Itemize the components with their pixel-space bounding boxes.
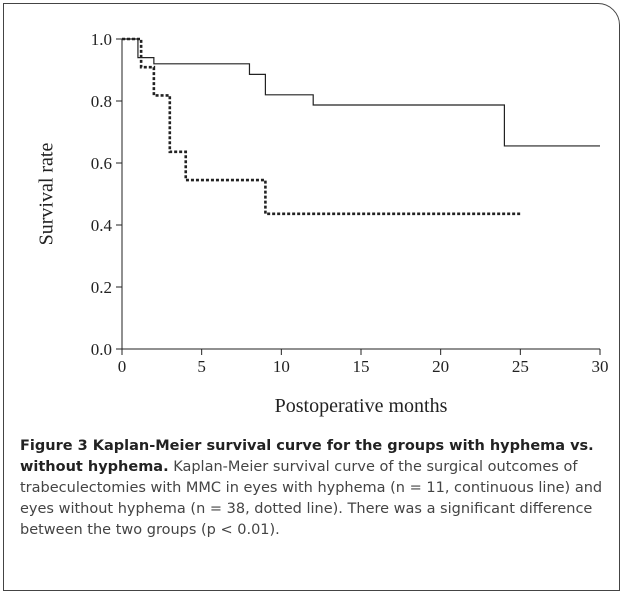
y-tick-label: 0.0 <box>91 340 112 359</box>
x-tick-label: 0 <box>118 357 127 376</box>
y-tick-label: 1.0 <box>91 30 112 49</box>
survival-curve <box>122 38 600 147</box>
caption: Figure 3 Kaplan-Meier survival curve for… <box>20 436 610 541</box>
x-tick-label: 10 <box>273 357 290 376</box>
caption-title: Figure 3 Kaplan-Meier survival curve for… <box>20 438 594 475</box>
y-tick-label: 0.2 <box>91 278 112 297</box>
x-tick-label: 30 <box>592 357 609 376</box>
figure-frame <box>3 3 620 591</box>
caption-text: Kaplan-Meier survival curve of the surgi… <box>20 459 603 538</box>
chart: Survival rate Postoperative months 0.0 0.… <box>36 30 609 417</box>
y-tick-label: 0.8 <box>91 92 112 111</box>
y-tick-label: 0.6 <box>91 154 112 173</box>
y-tick-label: 0.4 <box>91 216 113 235</box>
x-tick-label: 15 <box>353 357 370 376</box>
x-tick-label: 20 <box>432 357 449 376</box>
survival-curve <box>122 37 521 216</box>
x-tick-label: 25 <box>512 357 529 376</box>
x-tick-label: 5 <box>197 357 206 376</box>
y-axis-label: Survival rate <box>36 143 58 246</box>
x-axis-label: Postoperative months <box>275 395 448 417</box>
